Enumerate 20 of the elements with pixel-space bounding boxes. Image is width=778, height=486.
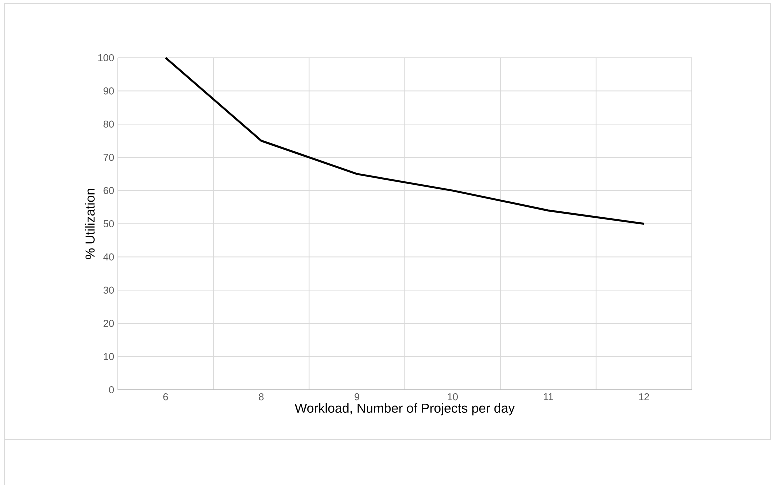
y-tick-label: 100: [98, 54, 114, 62]
y-tick-label: 60: [104, 188, 114, 195]
y-axis-title: % Utilization: [85, 189, 95, 260]
x-tick-label: 12: [639, 394, 650, 401]
y-tick-label: 0: [109, 386, 114, 394]
y-tick-label: 50: [104, 220, 114, 228]
x-axis-title: Workload, Number of Projects per day: [295, 404, 516, 416]
x-tick-label: 11: [544, 394, 554, 401]
y-tick-label: 70: [104, 154, 114, 162]
x-tick-label: 8: [259, 394, 264, 401]
y-tick-label: 10: [104, 354, 114, 361]
y-tick-label: 20: [104, 320, 114, 328]
x-tick-label: 9: [354, 394, 360, 401]
y-tick-label: 40: [104, 254, 114, 261]
y-tick-label: 80: [104, 121, 114, 128]
x-tick-label: 10: [448, 394, 458, 401]
y-tick-label: 90: [104, 88, 114, 95]
x-tick-label: 6: [164, 394, 168, 401]
line-series: [164, 57, 646, 226]
y-tick-label: 30: [104, 287, 114, 294]
